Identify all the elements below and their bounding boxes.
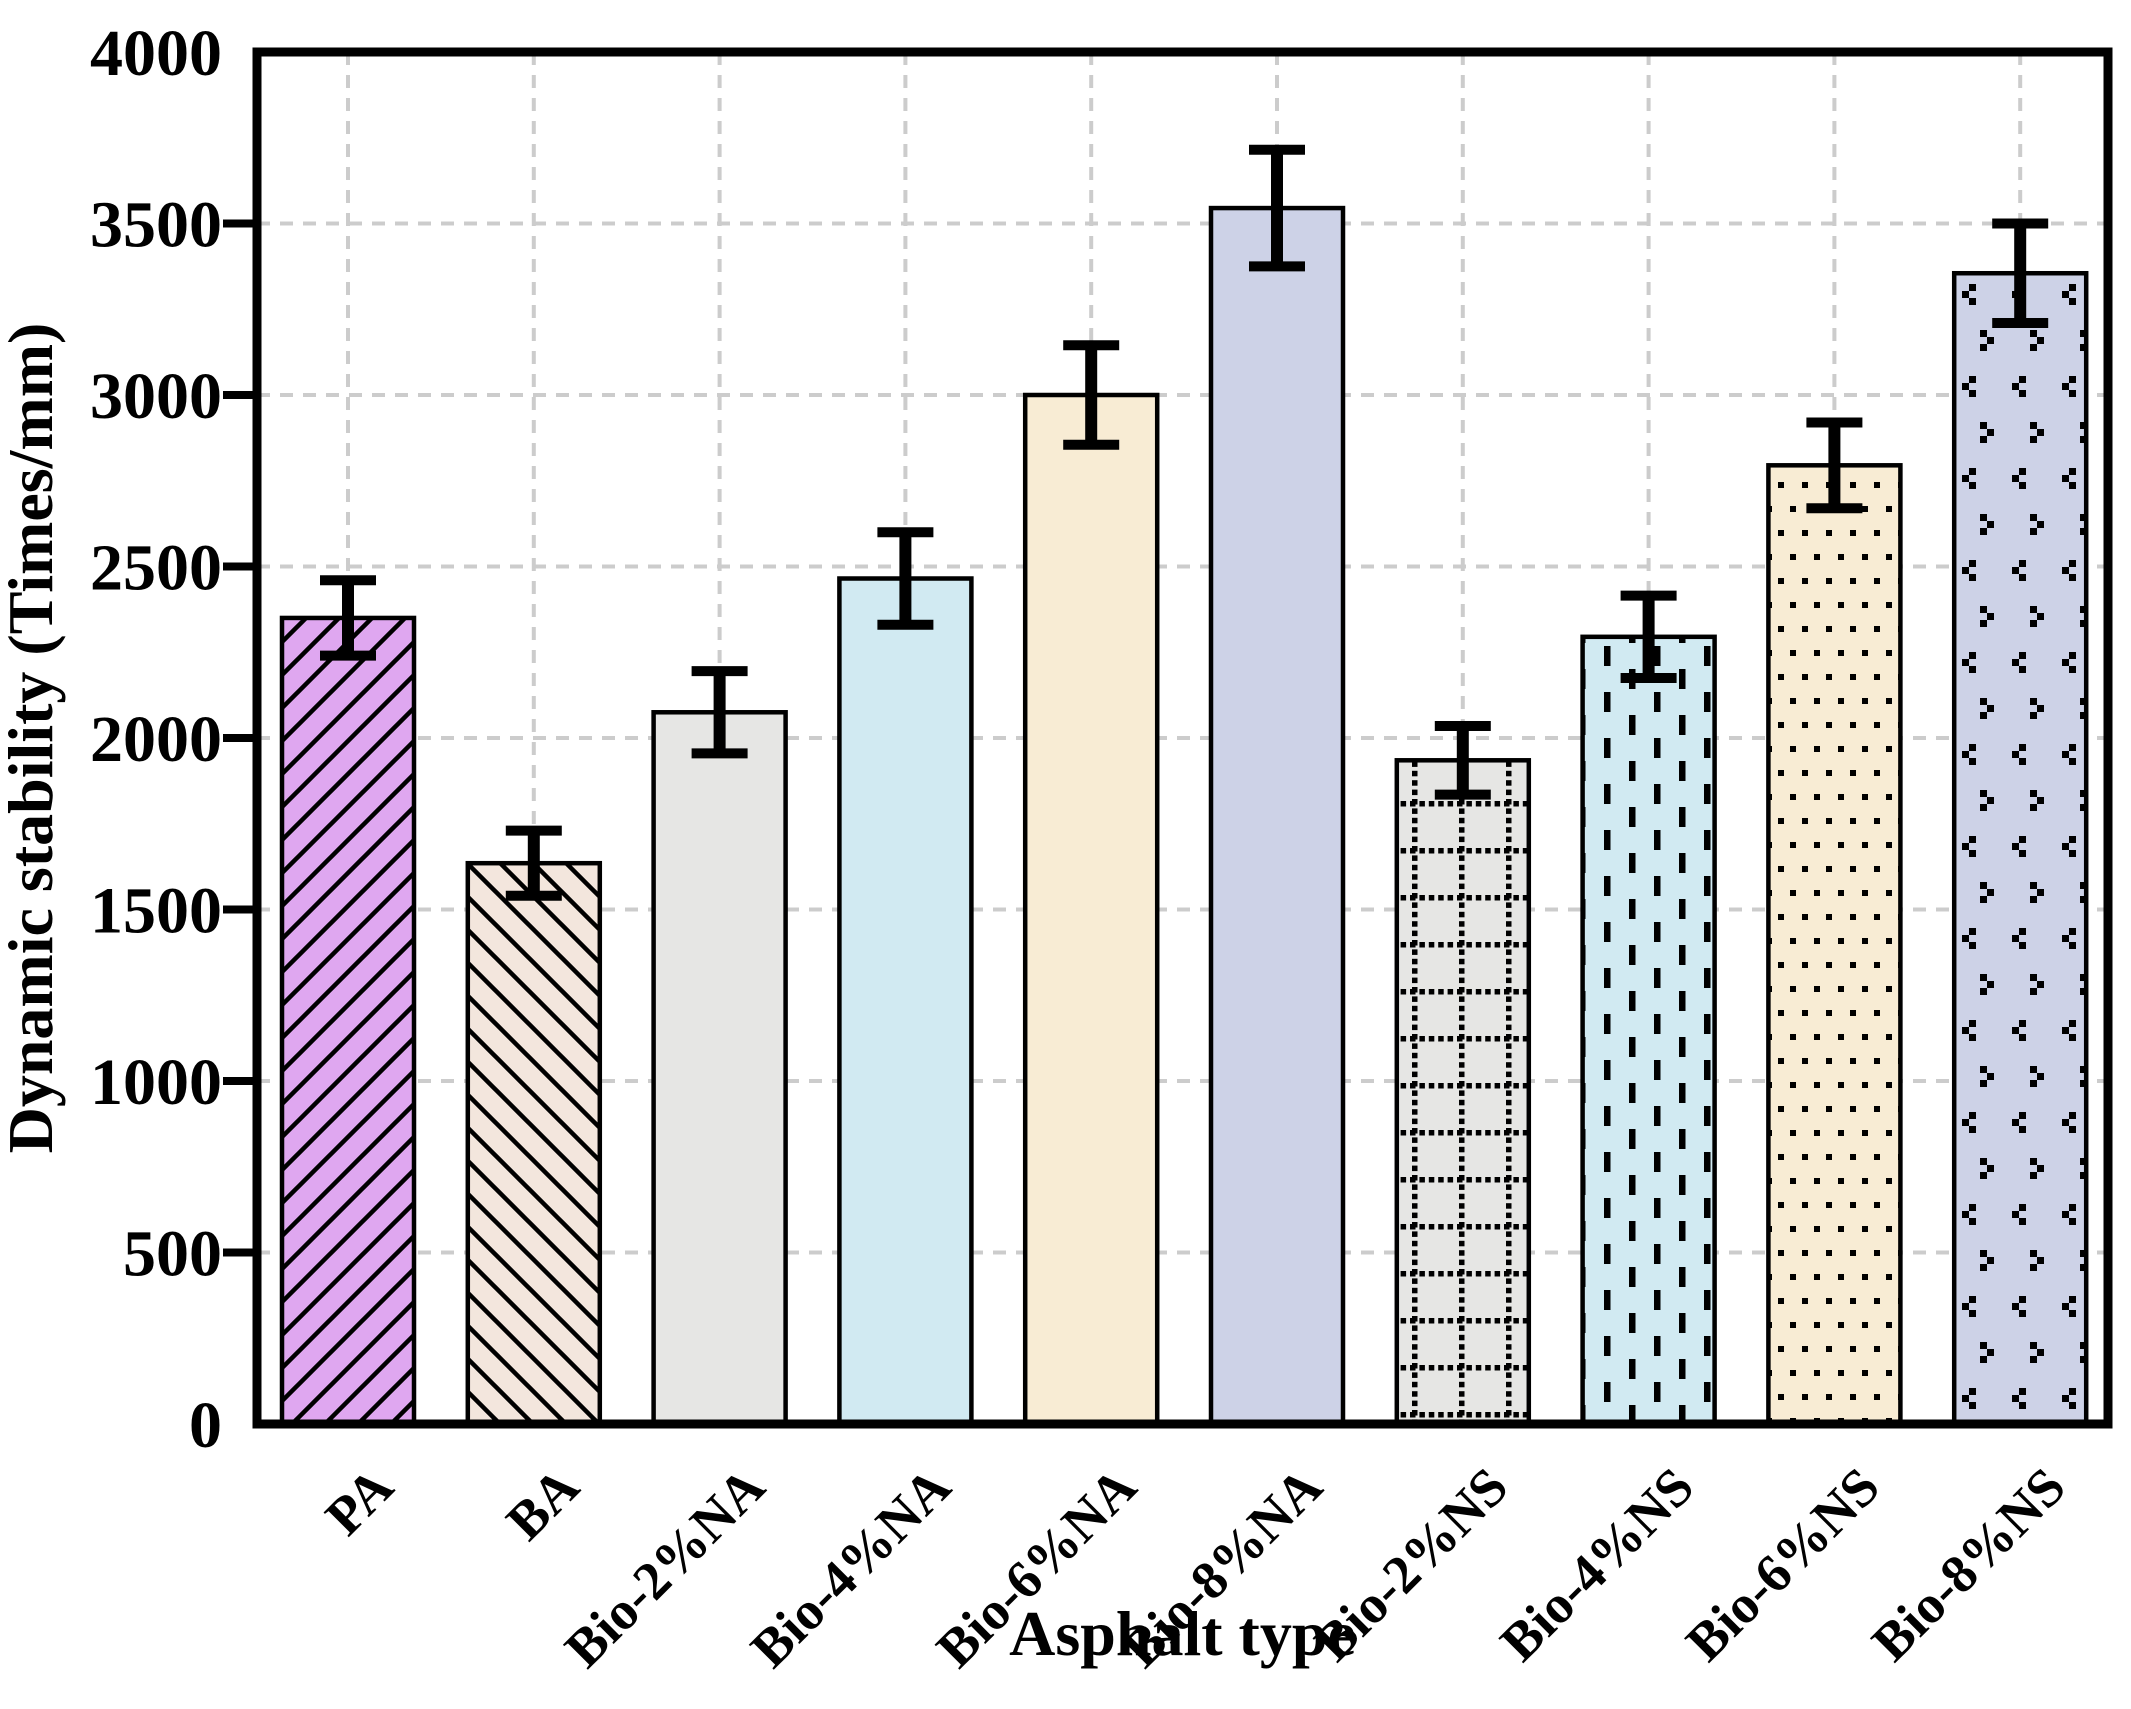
bar-pattern-PA [282,617,414,1424]
y-tick-label: 2500 [90,532,222,605]
bar-Bio-6%NA [1025,395,1158,1424]
bar-Bio-4%NA [839,578,972,1424]
bar-pattern-Bio-6%NS [1768,465,1901,1424]
axis-spine [252,47,2113,1429]
x-axis-title: Asphalt type [1009,1598,1356,1669]
bar-pattern-Bio-4%NS [1582,636,1715,1424]
bar-pattern-Bio-2%NS [1396,760,1529,1424]
y-tick-label: 3500 [90,189,222,262]
bar-pattern-BA [467,863,600,1424]
bar-Bio-8%NA [1211,208,1343,1425]
y-axis-title: Dynamic stability (Times/mm) [0,323,66,1154]
y-tick-label: 1500 [90,875,222,948]
bar-Bio-2%NA [653,712,786,1424]
y-tick-label: 0 [189,1389,222,1462]
y-tick-label: 4000 [90,17,222,90]
y-tick-label: 1000 [90,1046,222,1119]
y-tick-label: 500 [123,1218,222,1291]
bar-pattern-Bio-8%NS [1954,273,2087,1424]
y-tick-label: 2000 [90,703,222,776]
y-tick-label: 3000 [90,360,222,433]
